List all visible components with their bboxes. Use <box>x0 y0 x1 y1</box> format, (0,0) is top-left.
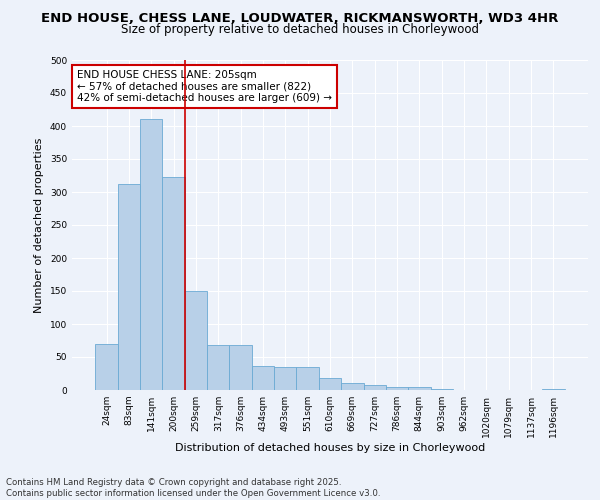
Bar <box>163 177 185 390</box>
Y-axis label: Number of detached properties: Number of detached properties <box>34 138 44 312</box>
Bar <box>95 344 118 390</box>
Bar <box>296 367 319 390</box>
Text: END HOUSE CHESS LANE: 205sqm
← 57% of detached houses are smaller (822)
42% of s: END HOUSE CHESS LANE: 205sqm ← 57% of de… <box>77 70 332 103</box>
Bar <box>207 345 229 390</box>
Bar <box>408 386 431 390</box>
X-axis label: Distribution of detached houses by size in Chorleywood: Distribution of detached houses by size … <box>175 442 485 452</box>
Bar <box>341 384 364 390</box>
Bar <box>319 378 341 390</box>
Bar <box>229 345 252 390</box>
Bar <box>364 386 386 390</box>
Bar <box>386 386 408 390</box>
Bar <box>140 120 163 390</box>
Text: Contains HM Land Registry data © Crown copyright and database right 2025.
Contai: Contains HM Land Registry data © Crown c… <box>6 478 380 498</box>
Bar <box>118 184 140 390</box>
Text: Size of property relative to detached houses in Chorleywood: Size of property relative to detached ho… <box>121 22 479 36</box>
Bar <box>252 366 274 390</box>
Text: END HOUSE, CHESS LANE, LOUDWATER, RICKMANSWORTH, WD3 4HR: END HOUSE, CHESS LANE, LOUDWATER, RICKMA… <box>41 12 559 26</box>
Bar <box>185 291 207 390</box>
Bar <box>274 367 296 390</box>
